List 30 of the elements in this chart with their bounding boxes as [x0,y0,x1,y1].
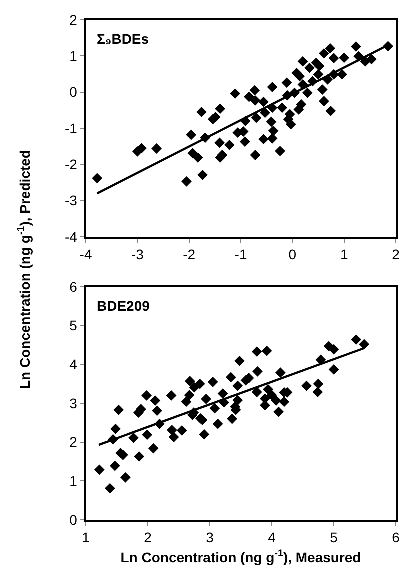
text: Σ₉BDEs [97,31,150,47]
x-tick-label: 2 [392,246,400,263]
x-tick-label: -3 [131,246,144,263]
y-tick-label: 1 [70,48,78,64]
x-tick-label: -1 [234,246,248,263]
y-tick-label: -2 [64,156,78,173]
x-tick-label: -4 [80,246,92,263]
y-tick-label: 3 [70,395,78,412]
y-tick-label: 2 [70,434,78,450]
x-tick-label: 1 [82,530,90,546]
x-tick-label: 3 [206,530,214,546]
y-tick-label: 5 [70,318,78,334]
y-tick-label: 1 [70,473,78,490]
x-axis-title: Ln Concentration (ng g$^{-1}$), Measured [120,548,362,566]
x-tick-label: -2 [183,246,196,263]
x-tick-label: 0 [288,246,297,263]
x-tick-label: 5 [330,530,338,546]
y-tick-label: 2 [70,12,78,28]
y-tick-label: 0 [70,84,78,100]
x-tick-label: 1 [340,246,348,263]
y-tick-label: -1 [64,120,78,136]
y-tick-label: -3 [64,192,78,209]
text: BDE209 [97,298,150,314]
y-tick-label: -4 [64,228,78,245]
x-tick-label: 4 [268,530,276,546]
y-tick-label: 6 [70,278,78,295]
y-tick-label: 0 [70,512,78,528]
x-tick-label: 6 [392,530,400,546]
x-tick-label: 2 [144,530,152,546]
y-tick-label: 4 [70,356,78,373]
